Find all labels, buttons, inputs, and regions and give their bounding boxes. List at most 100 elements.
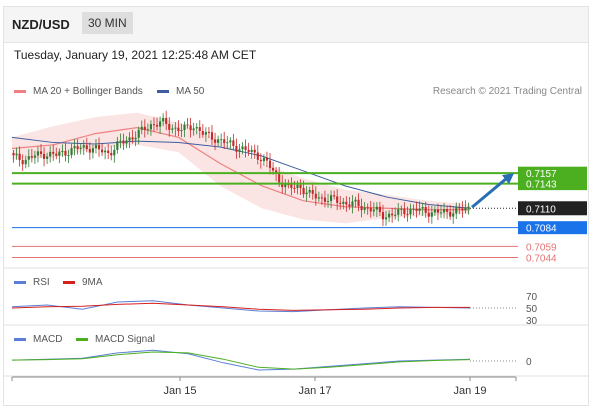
current-price-tag [518, 201, 587, 216]
candle-body [113, 149, 116, 156]
level-label-support: 0.7059 [526, 242, 557, 253]
candle-body [278, 173, 281, 183]
x-tick-label: Jan 19 [453, 385, 486, 397]
candle-body [174, 127, 177, 129]
candle-body [412, 208, 415, 210]
level-label-resistance: 0.7157 [526, 169, 557, 180]
candle-body [449, 211, 452, 217]
candle-body [159, 121, 162, 127]
candle-body [52, 151, 55, 154]
chart-frame [3, 6, 589, 406]
x-tick-label: Jan 17 [298, 385, 331, 397]
candle-body [104, 150, 107, 153]
candle-body [284, 184, 287, 188]
candle-body [381, 212, 385, 220]
candle-body [220, 139, 223, 141]
candle-body [369, 207, 372, 212]
candle-body [116, 141, 119, 150]
candle-body [39, 151, 43, 155]
x-tick-label: Jan 15 [163, 385, 196, 397]
candle-body [168, 123, 171, 130]
candle-body [36, 151, 40, 156]
candle-body [439, 212, 443, 214]
candle-body [152, 124, 156, 126]
candle-body [446, 209, 449, 212]
candle-body [366, 207, 369, 209]
candle-body [458, 207, 461, 209]
rsi-level-label: 70 [526, 292, 538, 303]
candle-body [88, 149, 91, 153]
candle-body [281, 182, 284, 188]
timeframe-button[interactable]: 30 MIN [82, 12, 133, 34]
ma20-label: MA 20 + Bollinger Bands [33, 86, 143, 97]
candle-body [409, 209, 412, 215]
rsi-swatch [14, 281, 26, 284]
candle-body [314, 193, 317, 199]
candle-body [198, 127, 201, 132]
candle-body [91, 148, 94, 153]
candle-body [427, 212, 430, 217]
candle-body [217, 139, 220, 143]
candle-body [418, 208, 421, 211]
candle-body [394, 214, 397, 216]
ma50-line [11, 136, 471, 209]
candle-body [302, 187, 305, 195]
candle-body [259, 159, 262, 162]
candle-body [73, 146, 76, 149]
candle-body [137, 129, 140, 138]
candle-body [244, 146, 247, 150]
candle-body [192, 128, 195, 131]
rsi-ma-swatch [63, 281, 75, 284]
candle-body [119, 140, 122, 142]
candle-body [64, 150, 67, 156]
candle-body [436, 209, 440, 213]
macd-signal-label: MACD Signal [95, 334, 156, 345]
candle-body [403, 208, 406, 215]
candle-body [354, 199, 357, 202]
candle-body [42, 154, 46, 159]
level-tag-resistance [518, 166, 587, 180]
candle-body [330, 195, 333, 202]
candle-body [61, 150, 64, 152]
candle-body [262, 157, 265, 162]
macd-label: MACD [33, 334, 63, 345]
rsi-label: RSI [33, 277, 50, 288]
candle-body [357, 199, 360, 207]
candle-body [140, 126, 143, 130]
candle-body [146, 129, 149, 131]
legend-9ma: 9MA [63, 277, 103, 288]
ma20-swatch [14, 90, 26, 93]
candle-body [342, 201, 345, 204]
macd-signal-line [11, 351, 471, 370]
candle-body [305, 192, 308, 195]
candle-body [247, 149, 250, 152]
forecast-arrow [471, 176, 509, 209]
candle-body [455, 207, 458, 214]
ma50-swatch [157, 90, 169, 93]
candle-body [67, 155, 70, 157]
candle-body [360, 206, 363, 211]
candle-body [18, 153, 21, 161]
candle-body [397, 209, 400, 215]
candle-body [58, 151, 61, 156]
rsi-ma-line [11, 302, 470, 311]
ma50-label: MA 50 [176, 86, 205, 97]
candle-body [12, 153, 15, 156]
candle-body [384, 217, 388, 220]
candle-body [256, 152, 259, 160]
candle-body [122, 140, 125, 144]
candle-body [287, 184, 290, 186]
candle-body [76, 146, 79, 149]
rsi-ma-label: 9MA [82, 277, 103, 288]
candle-body [400, 208, 403, 210]
candle-body [323, 197, 327, 202]
candle-body [415, 208, 418, 211]
candle-body [183, 124, 186, 130]
candle-body [299, 184, 302, 188]
macd-line [11, 349, 471, 371]
level-label-resistance: 0.7143 [526, 180, 557, 191]
candle-body [210, 132, 214, 140]
candle-body [326, 201, 330, 203]
macd-signal-swatch [76, 338, 88, 341]
candle-body [406, 214, 409, 216]
